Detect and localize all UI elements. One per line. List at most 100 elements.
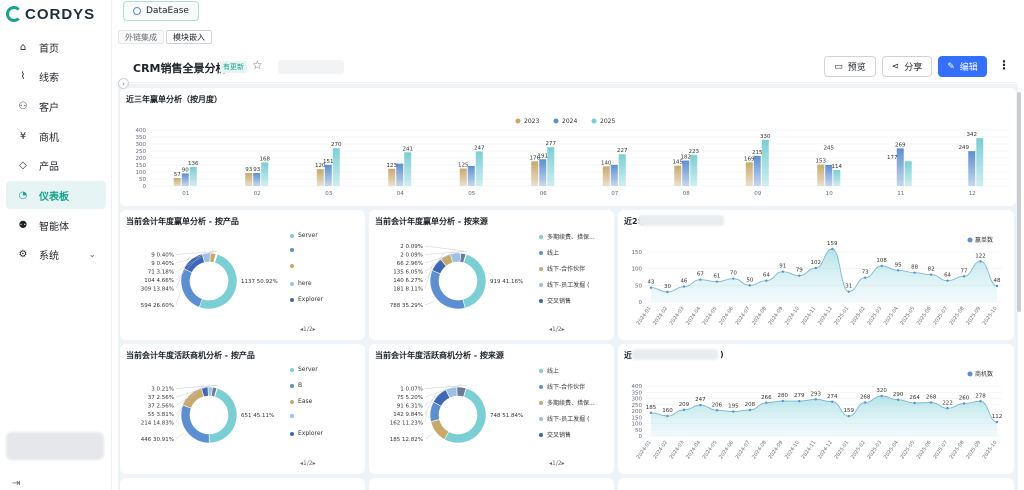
data-point[interactable]: [847, 414, 850, 418]
data-point[interactable]: [979, 400, 982, 403]
data-point[interactable]: [929, 273, 933, 276]
data-point[interactable]: [929, 401, 933, 404]
legend-item[interactable]: Server: [290, 366, 318, 373]
bar[interactable]: [253, 172, 261, 186]
bar[interactable]: [467, 165, 475, 186]
bar[interactable]: [245, 172, 253, 186]
data-point[interactable]: [798, 274, 801, 277]
sidebar-item-system[interactable]: ⚙ 系统 ⌄: [6, 241, 106, 269]
legend-item[interactable]: [290, 264, 298, 268]
data-point[interactable]: [699, 278, 702, 281]
pie-slice[interactable]: [214, 387, 218, 398]
legend-item[interactable]: Explorer: [290, 296, 323, 303]
legend-pager[interactable]: ◂1/2▸: [300, 460, 316, 467]
chart-panel-2yr-wins[interactable]: 近2年 赢单数 0 50 100 150 43 2024-01 30 2024-02 46 2024…: [618, 210, 1014, 340]
chart-panel-wins-by-product[interactable]: 当前会计年度赢单分析 - 按产品 1137 50.92% 594 26.60% 30…: [120, 210, 365, 340]
chart-panel-next[interactable]: [618, 478, 1014, 490]
legend-pager[interactable]: ◂1/2▸: [549, 460, 565, 467]
data-point[interactable]: [732, 410, 735, 413]
bar[interactable]: [753, 155, 761, 186]
chart-panel-next[interactable]: [369, 478, 614, 490]
more-options-icon[interactable]: ⋮: [998, 58, 1010, 72]
subtab-link-integration[interactable]: 外链集成: [118, 30, 164, 44]
data-point[interactable]: [798, 399, 801, 403]
data-point[interactable]: [995, 420, 999, 424]
chart-panel-active-opps-by-source[interactable]: 当前会计年度活跃商机分析 - 按来源 748 51.84% 185 12.82% 1…: [369, 344, 614, 474]
bar[interactable]: [833, 170, 841, 186]
legend-item[interactable]: 线上: [539, 366, 559, 375]
favorite-star-icon[interactable]: ☆: [252, 58, 263, 72]
bar[interactable]: [181, 173, 189, 186]
expand-panel-icon[interactable]: ›: [118, 78, 129, 89]
bar[interactable]: [745, 162, 753, 186]
canvas-scrollbar[interactable]: [1017, 92, 1021, 312]
data-point[interactable]: [682, 285, 686, 288]
data-point[interactable]: [880, 394, 883, 398]
data-point[interactable]: [666, 290, 669, 294]
bar[interactable]: [602, 166, 610, 186]
edit-button[interactable]: ✎ 编辑: [938, 56, 987, 77]
user-profile[interactable]: [6, 432, 104, 460]
legend-item[interactable]: here: [290, 280, 312, 287]
data-point[interactable]: [649, 286, 653, 289]
data-point[interactable]: [748, 284, 752, 287]
pager-next-icon[interactable]: ▸: [561, 460, 565, 467]
bar[interactable]: [531, 161, 539, 186]
data-point[interactable]: [863, 276, 867, 279]
pie-slice[interactable]: [463, 253, 467, 264]
pie-slice[interactable]: [430, 419, 450, 440]
data-point[interactable]: [682, 408, 686, 412]
legend-item[interactable]: Server: [290, 232, 318, 239]
share-button[interactable]: ⋖ 分享: [882, 56, 932, 77]
data-point[interactable]: [666, 414, 669, 418]
legend-item[interactable]: [290, 248, 298, 252]
data-point[interactable]: [847, 290, 850, 293]
bar[interactable]: [976, 138, 984, 186]
bar[interactable]: [968, 151, 976, 186]
bar[interactable]: [316, 169, 324, 186]
tab-dataease[interactable]: DataEase: [123, 1, 199, 21]
data-point[interactable]: [748, 408, 752, 412]
sidebar-item-home[interactable]: ⌂ 首页: [6, 33, 106, 61]
legend-item[interactable]: 线上: [539, 248, 559, 257]
bar[interactable]: [817, 164, 825, 186]
bar[interactable]: [690, 154, 698, 186]
legend-item[interactable]: B: [290, 382, 302, 389]
bar[interactable]: [388, 168, 396, 186]
data-point[interactable]: [946, 279, 949, 282]
pie-slice[interactable]: [463, 387, 467, 398]
data-point[interactable]: [896, 269, 900, 272]
legend-item[interactable]: 交叉销售: [539, 430, 571, 439]
sidebar-item-agent[interactable]: ⚉ 智能体: [6, 211, 106, 239]
chart-panel-active-opps-by-product[interactable]: 当前会计年度活跃商机分析 - 按产品 651 45.11% 446 30.91% 2…: [120, 344, 365, 474]
data-point[interactable]: [814, 266, 817, 270]
data-point[interactable]: [715, 280, 719, 283]
legend-item[interactable]: Explorer: [290, 430, 323, 437]
chart-panel-wins-by-source[interactable]: 当前会计年度赢单分析 - 按来源 919 41.16% 788 35.29% 181…: [369, 210, 614, 340]
data-point[interactable]: [962, 275, 966, 278]
data-point[interactable]: [814, 398, 817, 401]
legend-item[interactable]: 交叉销售: [539, 296, 571, 305]
pager-prev-icon[interactable]: ◂: [549, 460, 553, 467]
pie-slice[interactable]: [213, 253, 218, 264]
data-point[interactable]: [913, 271, 916, 274]
bar[interactable]: [825, 164, 833, 186]
collapse-sidebar-icon[interactable]: ⇥: [12, 478, 21, 489]
chevron-down-icon[interactable]: ⌄: [88, 249, 96, 260]
data-point[interactable]: [896, 398, 900, 401]
bar[interactable]: [396, 163, 404, 186]
pager-next-icon[interactable]: ▸: [312, 326, 316, 333]
pager-next-icon[interactable]: ▸: [561, 326, 565, 333]
bar[interactable]: [539, 159, 547, 186]
legend-item[interactable]: 多期续费、措保...: [539, 398, 595, 407]
data-point[interactable]: [765, 279, 768, 282]
pie-slice[interactable]: [180, 268, 203, 308]
bar[interactable]: [261, 162, 269, 186]
bar[interactable]: [404, 152, 412, 186]
legend-item[interactable]: 线下-员工发掘 (: [539, 280, 589, 289]
data-point[interactable]: [781, 399, 785, 403]
bar[interactable]: [904, 161, 912, 186]
pie-slice[interactable]: [182, 387, 205, 409]
data-point[interactable]: [979, 260, 982, 263]
data-point[interactable]: [831, 247, 834, 251]
